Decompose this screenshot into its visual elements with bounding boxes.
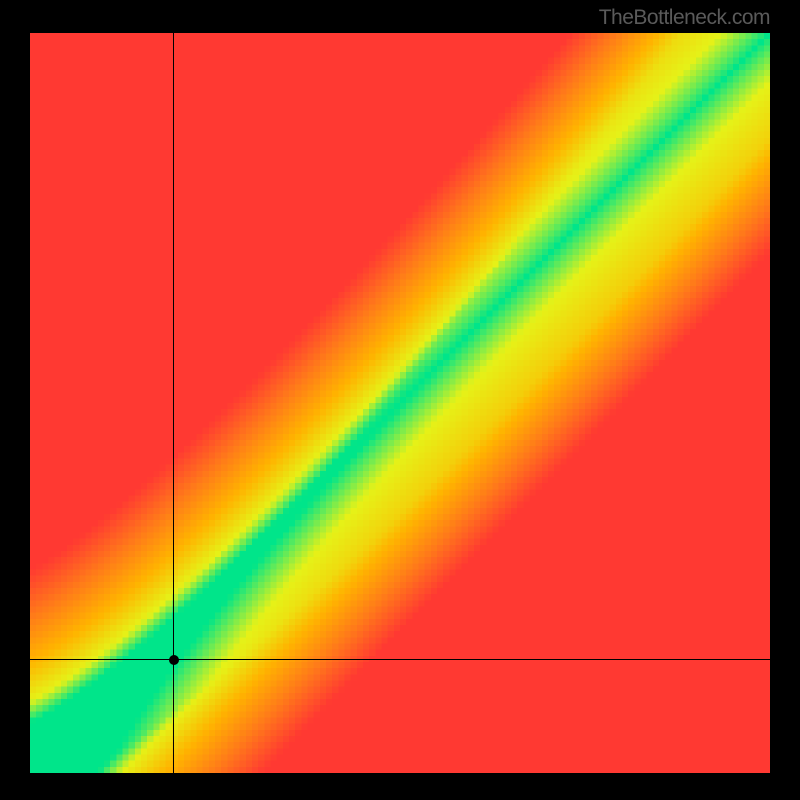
crosshair-horizontal [30,659,770,660]
watermark-text: TheBottleneck.com [599,6,770,30]
crosshair-marker [169,655,179,665]
plot-area [30,33,770,773]
heatmap-canvas [30,33,770,773]
